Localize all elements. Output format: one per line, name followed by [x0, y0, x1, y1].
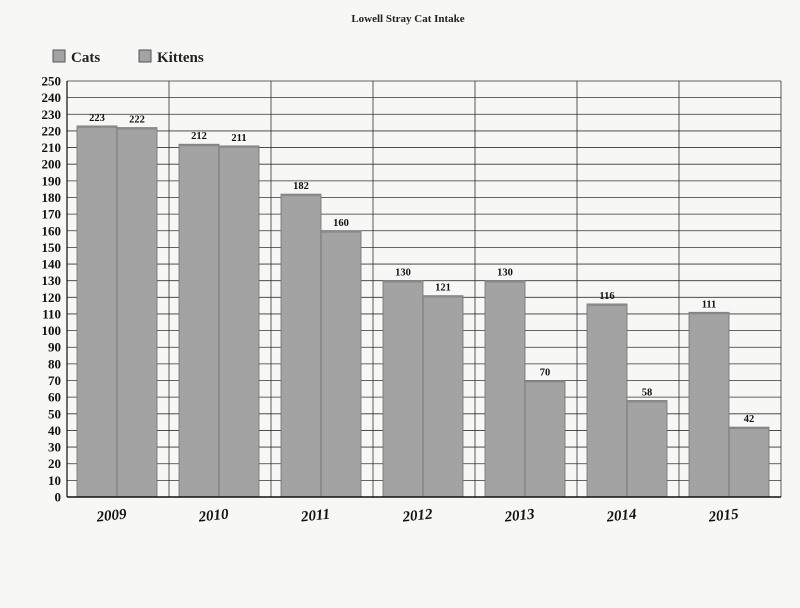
y-tick-label: 20 [48, 456, 61, 471]
y-tick-label: 230 [42, 107, 62, 122]
y-tick-label: 200 [42, 157, 62, 172]
axes: 0102030405060708090100110120130140150160… [42, 74, 781, 526]
y-tick-label: 150 [42, 240, 62, 255]
legend-label-cats: Cats [71, 50, 100, 66]
bar-kittens-2014 [626, 400, 668, 498]
y-tick-label: 250 [42, 74, 62, 89]
data-label: 222 [129, 115, 145, 126]
bar-kittens-2012 [422, 295, 464, 498]
bar-cats-2010 [178, 143, 220, 498]
bar-cats-2013 [484, 280, 526, 498]
y-tick-label: 10 [48, 473, 61, 488]
y-tick-label: 30 [48, 440, 61, 455]
y-tick-label: 0 [55, 490, 62, 505]
legend-label-kittens: Kittens [157, 50, 204, 66]
y-tick-label: 70 [48, 373, 61, 388]
data-label: 212 [191, 131, 207, 142]
data-label: 116 [599, 291, 614, 302]
y-tick-label: 120 [42, 290, 62, 305]
data-label: 121 [435, 283, 451, 294]
y-tick-label: 110 [42, 306, 61, 321]
legend-swatch-cats [52, 49, 66, 63]
bar-cats-2014 [586, 303, 628, 498]
data-label: 111 [702, 299, 717, 310]
data-label: 182 [293, 181, 309, 192]
x-tick-label: 2010 [197, 506, 230, 525]
y-tick-label: 60 [48, 390, 61, 405]
y-tick-label: 80 [48, 356, 61, 371]
legend: Cats Kittens [52, 49, 204, 66]
y-tick-label: 140 [42, 257, 62, 272]
y-tick-label: 220 [42, 123, 62, 138]
y-tick-label: 50 [48, 406, 61, 421]
data-label: 160 [333, 218, 349, 229]
data-label: 130 [395, 268, 411, 279]
x-tick-label: 2013 [503, 506, 536, 525]
bar-cats-2015 [688, 311, 730, 498]
bar-cats-2009 [76, 125, 118, 498]
data-label: 42 [744, 414, 755, 425]
data-label: 70 [540, 368, 551, 379]
y-tick-label: 240 [42, 90, 62, 105]
y-tick-label: 40 [48, 423, 61, 438]
y-tick-label: 190 [42, 173, 62, 188]
bar-kittens-2010 [218, 145, 260, 498]
x-tick-label: 2012 [401, 506, 434, 525]
y-tick-label: 130 [42, 273, 62, 288]
x-tick-label: 2015 [707, 506, 740, 525]
y-tick-label: 90 [48, 340, 61, 355]
y-tick-label: 100 [42, 323, 62, 338]
bar-kittens-2009 [116, 127, 158, 498]
y-tick-label: 160 [42, 223, 62, 238]
x-tick-label: 2011 [299, 507, 331, 526]
data-label: 211 [231, 133, 246, 144]
chart-title: Lowell Stray Cat Intake [351, 13, 464, 25]
bar-kittens-2015 [728, 426, 770, 498]
y-tick-label: 170 [42, 207, 62, 222]
x-tick-label: 2009 [95, 506, 128, 525]
bar-kittens-2011 [320, 230, 362, 498]
bars [76, 125, 770, 498]
y-tick-label: 180 [42, 190, 62, 205]
data-label: 223 [89, 113, 105, 124]
x-tick-label: 2014 [605, 506, 638, 525]
data-label: 130 [497, 268, 513, 279]
bar-kittens-2013 [524, 380, 566, 498]
data-label: 58 [642, 387, 653, 398]
y-tick-label: 210 [42, 140, 62, 155]
data-labels: 223 212 182 130 130 116 111 222 211 160 121 70 58 42 [89, 113, 754, 425]
bar-cats-2011 [280, 193, 322, 498]
legend-swatch-kittens [138, 49, 152, 63]
bar-cats-2012 [382, 280, 424, 498]
